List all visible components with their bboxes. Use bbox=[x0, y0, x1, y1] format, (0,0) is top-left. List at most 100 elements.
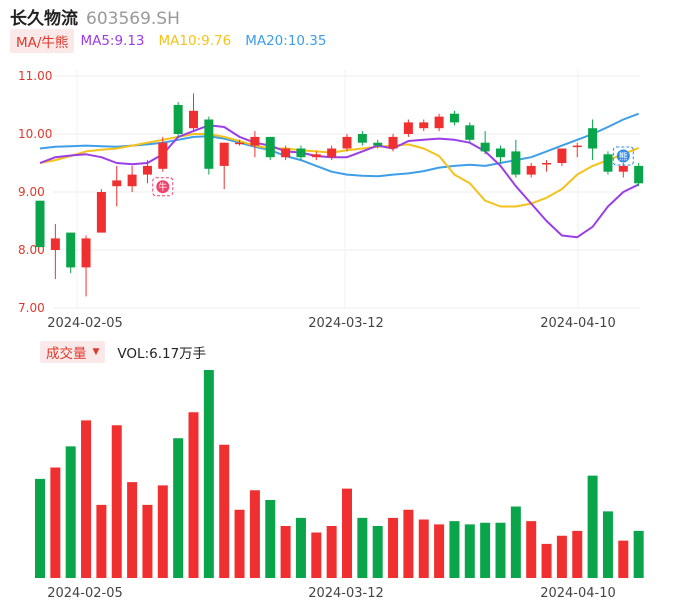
candle-body bbox=[35, 200, 45, 248]
candle bbox=[327, 145, 337, 161]
signal-label: 熊 bbox=[619, 151, 628, 163]
volume-bar bbox=[157, 485, 168, 578]
ma5-legend: MA5:9.13 bbox=[80, 33, 145, 49]
candle-body bbox=[388, 136, 398, 149]
volume-toggle-label: 成交量 bbox=[46, 346, 87, 362]
volume-bar bbox=[633, 530, 644, 578]
ma10-line bbox=[39, 133, 640, 208]
candles bbox=[35, 93, 644, 297]
candle-body bbox=[557, 148, 567, 163]
candle-body bbox=[189, 110, 198, 129]
ma10-legend: MA10:9.76 bbox=[158, 33, 232, 49]
candle-body bbox=[142, 165, 152, 175]
x-date-label: 2024-04-10 bbox=[540, 316, 616, 331]
candle-body bbox=[296, 148, 306, 158]
signal-frame bbox=[152, 177, 174, 197]
volume-bar bbox=[357, 517, 368, 578]
candle-body bbox=[112, 180, 122, 187]
candle bbox=[142, 160, 152, 184]
volume-bar bbox=[602, 511, 613, 578]
candle-body bbox=[281, 148, 291, 158]
volume-bar bbox=[526, 521, 537, 578]
candle bbox=[66, 232, 76, 274]
candle bbox=[357, 131, 367, 146]
volume-bar bbox=[618, 540, 629, 578]
candle-body bbox=[219, 142, 229, 166]
candle-body bbox=[572, 145, 582, 148]
volume-value: VOL:6.17万手 bbox=[117, 346, 207, 362]
candle-body bbox=[127, 174, 137, 187]
candle-body bbox=[327, 148, 337, 158]
candle-body bbox=[173, 105, 183, 134]
candle bbox=[465, 122, 475, 143]
ma20-legend: MA20:10.35 bbox=[245, 33, 327, 49]
volume-bar bbox=[587, 475, 598, 578]
candle bbox=[173, 102, 183, 137]
candle-body bbox=[496, 148, 505, 158]
candle bbox=[112, 165, 122, 207]
volume-legend: 成交量 ▼ VOL:6.17万手 bbox=[40, 341, 207, 363]
candle-body bbox=[311, 154, 321, 158]
price-date-labels: 2024-02-05 2024-03-12 2024-04-10 bbox=[47, 316, 616, 331]
candle bbox=[296, 145, 306, 161]
x-date-label: 2024-02-05 bbox=[47, 586, 123, 601]
x-date-label: 2024-02-05 bbox=[47, 316, 123, 331]
candle bbox=[311, 151, 321, 161]
ma-toggle-button[interactable]: MA/牛熊 bbox=[10, 29, 75, 53]
volume-bar bbox=[495, 522, 506, 578]
candle-body bbox=[511, 151, 521, 175]
candle bbox=[127, 165, 137, 192]
volume-bar bbox=[265, 500, 276, 578]
volume-toggle-button[interactable]: 成交量 ▼ bbox=[40, 341, 106, 363]
candle bbox=[265, 136, 275, 161]
ma20-line bbox=[39, 112, 640, 178]
candle bbox=[434, 113, 444, 132]
candle bbox=[281, 145, 291, 161]
candle bbox=[235, 139, 245, 146]
candle bbox=[511, 139, 521, 178]
y-tick-label: 11.00 bbox=[18, 69, 52, 83]
volume-bar bbox=[127, 482, 138, 578]
candle-body bbox=[50, 238, 60, 250]
volume-date-labels: 2024-02-05 2024-03-12 2024-04-10 bbox=[47, 586, 616, 601]
candle bbox=[496, 145, 505, 163]
candle bbox=[204, 116, 214, 175]
candle-body bbox=[419, 122, 429, 129]
volume-bar bbox=[449, 521, 460, 578]
volume-bar bbox=[50, 467, 61, 578]
volume-bar bbox=[188, 412, 199, 578]
signals: 牛熊 bbox=[152, 146, 634, 197]
x-date-label: 2024-03-12 bbox=[308, 586, 384, 601]
volume-bar bbox=[572, 530, 583, 578]
candle-body bbox=[66, 232, 76, 268]
candle-body bbox=[373, 142, 383, 146]
volume-bar bbox=[480, 522, 491, 578]
volume-bar bbox=[35, 478, 45, 578]
volume-bar bbox=[81, 420, 92, 578]
price-grid bbox=[53, 70, 640, 309]
candle bbox=[81, 235, 91, 297]
volume-bar bbox=[372, 526, 383, 578]
x-date-label: 2024-04-10 bbox=[540, 586, 616, 601]
candle-body bbox=[634, 165, 644, 184]
candle bbox=[388, 134, 398, 152]
volume-bar bbox=[111, 425, 122, 578]
volume-bar bbox=[326, 526, 337, 578]
candle bbox=[250, 131, 260, 158]
volume-bar bbox=[311, 532, 322, 578]
dropdown-arrow-icon: ▼ bbox=[92, 347, 100, 357]
volume-bar bbox=[203, 370, 214, 578]
candle bbox=[403, 119, 413, 137]
candle-body bbox=[403, 122, 413, 134]
candle bbox=[449, 110, 459, 126]
candle-body bbox=[542, 163, 552, 165]
x-date-label: 2024-03-12 bbox=[308, 316, 384, 331]
stock-name: 长久物流 bbox=[10, 9, 78, 29]
volume-bar bbox=[96, 504, 107, 578]
ma-lines bbox=[39, 112, 640, 239]
candle bbox=[572, 142, 582, 158]
candle bbox=[480, 131, 490, 155]
volume-bar bbox=[280, 526, 291, 578]
